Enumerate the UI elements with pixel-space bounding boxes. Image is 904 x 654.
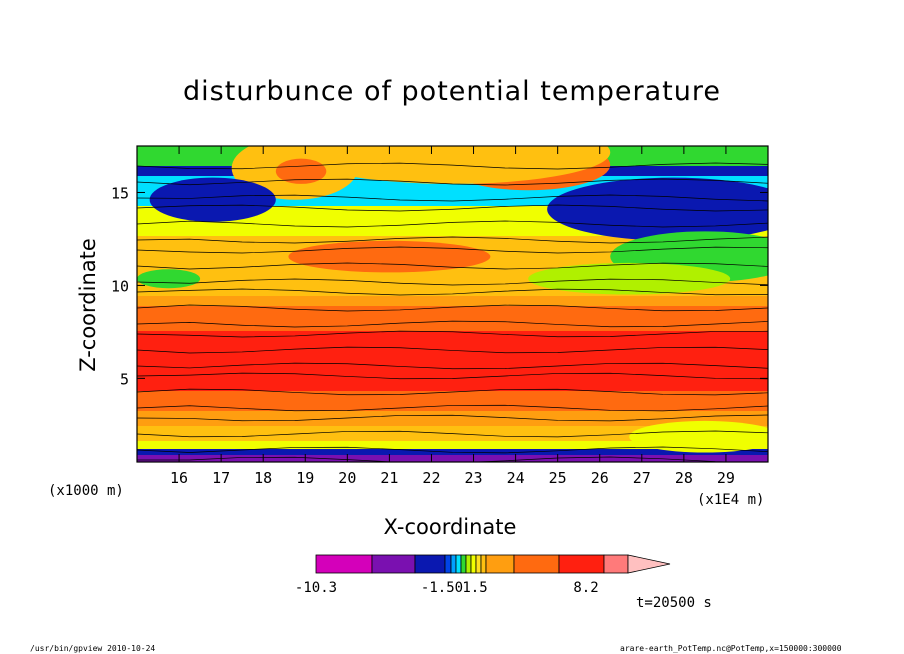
x-tick-label: 17 xyxy=(212,469,230,487)
contour-fill-layer xyxy=(137,146,768,462)
contour-line xyxy=(137,346,768,354)
colorbar-tick-label: 1.5 xyxy=(462,580,487,596)
colorbar-swatch xyxy=(465,554,472,574)
x-tick-label: 19 xyxy=(296,469,314,487)
contour-line xyxy=(137,320,768,328)
colorbar-swatch xyxy=(470,554,477,574)
colorbar: -10.3 -1.50 1.5 8.2 xyxy=(295,554,671,596)
x-axis-ticks: 16 17 18 19 20 21 22 23 24 25 26 27 28 29 xyxy=(170,146,735,487)
plot-frame xyxy=(136,145,769,463)
colorbar-swatch xyxy=(444,554,452,574)
colorbar-tick-label: 8.2 xyxy=(573,580,598,596)
time-label: t=20500 s xyxy=(636,595,712,611)
colorbar-swatch xyxy=(480,554,487,574)
x-tick-label: 27 xyxy=(633,469,651,487)
x-tick-label: 16 xyxy=(170,469,188,487)
contour-line xyxy=(137,236,768,244)
colorbar-swatch xyxy=(513,554,560,574)
contour-line xyxy=(137,178,768,186)
contour-line xyxy=(137,330,768,338)
contour-line xyxy=(137,414,768,422)
contour-line xyxy=(137,430,768,438)
contour-line xyxy=(137,194,768,202)
plot-border xyxy=(136,145,769,463)
contour-line xyxy=(137,162,768,170)
contour-line xyxy=(137,220,768,228)
x-tick-label: 29 xyxy=(717,469,735,487)
contour-line xyxy=(137,446,768,454)
footer-right: arare-earth_PotTemp.nc@PotTemp,x=150000:… xyxy=(620,644,842,653)
x-unit-label: (x1000 m) xyxy=(48,483,124,499)
colorbar-arrow xyxy=(627,554,671,574)
x-tick-label: 21 xyxy=(380,469,398,487)
colorbar-swatch xyxy=(485,554,515,574)
y-axis-label: Z-coordinate xyxy=(76,238,100,372)
footer-left: /usr/bin/gpview 2010-10-24 xyxy=(30,644,156,653)
contour-line xyxy=(137,404,768,412)
contour-line xyxy=(137,362,768,370)
x-tick-label: 28 xyxy=(675,469,693,487)
contour-line xyxy=(137,372,768,380)
colorbar-swatch xyxy=(475,554,482,574)
contour-blob xyxy=(275,158,327,184)
contour-line xyxy=(137,262,768,270)
colorbar-swatch xyxy=(558,554,605,574)
x-tick-label: 22 xyxy=(422,469,440,487)
colorbar-swatch xyxy=(603,554,629,574)
colorbar-tick-label: -1.50 xyxy=(421,580,463,596)
x-tick-label: 23 xyxy=(465,469,483,487)
x-multiplier-label: (x1E4 m) xyxy=(697,492,765,508)
x-tick-label: 24 xyxy=(507,469,525,487)
colorbar-swatch xyxy=(315,554,373,574)
y-axis-ticks: 5 10 15 xyxy=(111,184,768,388)
colorbar-swatch xyxy=(414,554,446,574)
contour-band xyxy=(137,441,768,449)
colorbar-swatch xyxy=(460,554,467,574)
contour-band xyxy=(137,455,768,462)
contour-band xyxy=(137,331,768,391)
contour-line xyxy=(137,246,768,254)
contour-blob xyxy=(149,177,276,222)
x-tick-label: 25 xyxy=(549,469,567,487)
contour-blob xyxy=(629,420,768,453)
colorbar-swatch xyxy=(455,554,462,574)
contour-blob xyxy=(528,262,731,295)
contour-line xyxy=(137,278,768,286)
contour-blob xyxy=(547,177,768,241)
x-tick-label: 20 xyxy=(338,469,356,487)
y-tick-label: 15 xyxy=(111,184,129,202)
colorbar-tick-label: -10.3 xyxy=(295,580,337,596)
contour-line xyxy=(137,204,768,212)
x-tick-label: 26 xyxy=(591,469,609,487)
y-tick-label: 5 xyxy=(120,370,129,388)
x-tick-label: 18 xyxy=(254,469,272,487)
contour-line xyxy=(137,388,768,396)
contour-line xyxy=(137,456,743,462)
y-tick-label: 10 xyxy=(111,277,129,295)
contour-line xyxy=(137,288,768,296)
chart-title: disturbunce of potential temperature xyxy=(183,76,721,107)
colorbar-swatch xyxy=(371,554,416,574)
contour-blob xyxy=(137,269,201,289)
colorbar-swatch xyxy=(450,554,457,574)
contour-line xyxy=(137,304,768,312)
x-axis-label: X-coordinate xyxy=(383,515,517,539)
